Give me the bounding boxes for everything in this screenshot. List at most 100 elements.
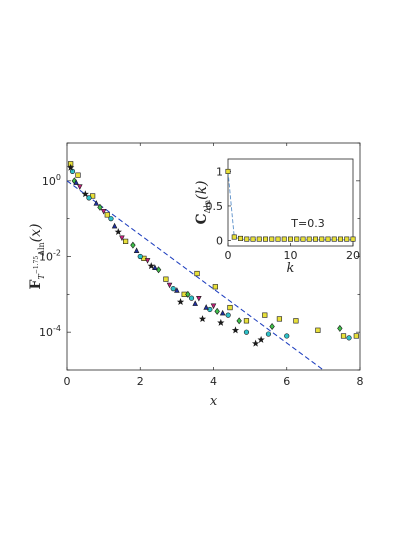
data-point-square [75,172,81,178]
inset-data-point [262,236,268,242]
data-point-triangle-up [93,200,100,206]
data-point-diamond [214,307,220,315]
inset-data-point [331,236,337,242]
inset-x-ticks: 0 10 20 [225,243,360,262]
inset-data-point [238,235,244,241]
data-point-star [176,298,185,306]
inset-x-label: k [287,261,295,276]
inset-x-tick-label: 20 [346,249,360,262]
inset-data-point [281,236,287,242]
data-point-diamond [97,203,103,211]
data-point-star [67,163,75,171]
data-point-triangle-down [166,282,173,289]
data-point-triangle-up [174,287,180,293]
inset-data-point [344,236,350,242]
inset-data-point [312,236,318,242]
svg-text:FT−1.75Δln(x): FT−1.75Δln(x) [28,223,46,289]
svg-text:CΔln(k): CΔln(k) [194,180,212,224]
data-point-circle [188,295,195,301]
data-point-square [340,333,347,339]
data-point-star [147,262,155,270]
data-point-triangle-up [152,264,158,270]
inset-data-points [225,168,356,242]
inset-y-label-main: C [194,213,210,224]
data-point-circle [284,333,290,339]
data-point-triangle-down [77,184,83,190]
inset-data-point [250,236,256,242]
inset-y-label-arg: (k) [194,180,210,199]
main-x-tick-label: 2 [137,375,144,388]
data-point-triangle-down [144,258,151,264]
main-x-tick-label: 0 [64,375,71,388]
fit-line-dashed [67,180,324,370]
data-point-square [123,238,129,244]
data-point-circle [265,331,272,337]
data-point-diamond [185,290,191,298]
fit-line [67,180,324,370]
data-point-circle [86,195,92,201]
data-point-star [81,190,89,198]
data-point-square [163,276,169,282]
main-y-label-sub: T [37,274,46,280]
inset-plot-background [228,159,353,246]
main-x-tick-label: 8 [357,375,364,388]
data-point-diamond [236,317,242,325]
data-point-triangle-up [133,247,140,253]
data-point-circle [170,286,176,292]
main-y-label-tail: Δln [37,242,46,256]
data-point-circle [243,329,250,335]
data-point-diamond [269,323,275,330]
data-point-square [262,312,268,318]
main-y-label-exp: −1.75 [33,256,40,275]
inset-plot: 0 10 20 00.51 T=0.3 k CΔln(k) [194,158,360,276]
data-point-square [276,316,283,322]
data-point-diamond [337,324,343,332]
data-point-square [194,270,200,277]
data-point-triangle-up [192,300,198,306]
data-point-square [243,318,250,324]
inset-data-point [294,236,300,242]
inset-data-point [306,236,312,242]
inset-data-point [231,234,237,240]
data-point-circle [225,312,231,318]
data-point-circle [346,335,352,341]
inset-x-tick-label: 10 [284,249,298,262]
main-y-tick-label: 100 [42,173,61,188]
data-point-square [353,333,359,339]
data-point-star [198,315,207,323]
data-point-star [257,335,265,343]
data-point-square [227,304,233,311]
data-point-star [114,228,122,236]
data-point-triangle-up [219,309,226,316]
inset-data-point [275,236,281,242]
main-x-tick-label: 6 [283,375,290,388]
inset-data-point [319,236,325,242]
main-y-tick-label: 10-2 [39,249,61,264]
data-point-circle [69,168,76,174]
data-point-square [315,327,321,333]
inset-y-tick-label: 0 [216,234,223,247]
inset-data-point [269,236,275,242]
inset-y-label-sub: Δln [203,200,212,214]
inset-y-ticks: 00.51 [206,165,231,247]
data-point-circle [137,253,143,260]
data-point-star [231,326,240,334]
data-point-triangle-down [210,303,217,310]
inset-temperature-annotation: T=0.3 [290,217,324,230]
inset-data-point [244,236,250,242]
data-point-circle [108,216,114,222]
data-point-square [293,318,299,324]
inset-data-point [256,236,262,242]
main-y-label: FT−1.75Δln(x) [28,223,46,289]
inset-y-tick-label: 1 [216,165,223,178]
data-point-diamond [130,241,136,249]
inset-data-point [225,168,231,174]
data-point-star [251,339,260,347]
data-point-triangle-up [73,179,79,185]
inset-data-point [325,236,331,242]
main-y-label-main: F [28,280,44,290]
inset-data-point [350,236,356,242]
